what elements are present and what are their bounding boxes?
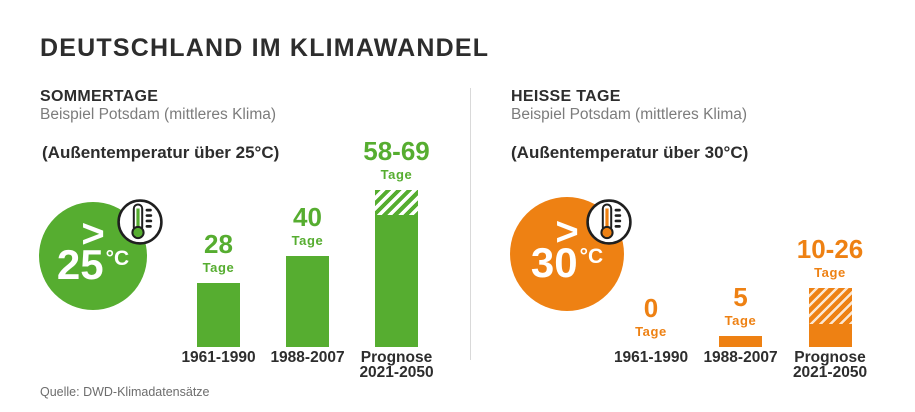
bar-value-label: 5 bbox=[733, 281, 748, 312]
bar-segment bbox=[375, 215, 418, 347]
threshold-temperature: 30°C bbox=[530, 239, 604, 286]
bar-value-label: 10-26 bbox=[796, 234, 864, 264]
thermometer-icon bbox=[117, 199, 163, 245]
bar-segment bbox=[808, 324, 852, 347]
bar-category-label: Prognose 2021-2050 bbox=[359, 349, 434, 381]
bar-unit-label: Tage bbox=[202, 260, 235, 276]
degree-unit: °C bbox=[105, 247, 130, 270]
panel-subheading: Beispiel Potsdam (mittleres Klima) bbox=[511, 106, 748, 123]
thermometer-icon bbox=[586, 199, 632, 245]
threshold-temperature: 25°C bbox=[56, 241, 130, 288]
bar-segment bbox=[197, 283, 240, 347]
source-note: Quelle: DWD-Klimadatensätze bbox=[40, 385, 210, 399]
bar-category-label: 1961-1990 bbox=[181, 349, 256, 366]
bar-value-label: 0 bbox=[643, 293, 659, 323]
bar-category-label: Prognose 2021-2050 bbox=[792, 349, 868, 381]
panel-condition: (Außentemperatur über 30°C) bbox=[511, 143, 749, 162]
bar-group-prognose: 10-26 Tage Prognose 2021-2050 bbox=[780, 234, 880, 380]
bar-group-1961-1990: 0 Tage 1961-1990 bbox=[601, 293, 701, 365]
bar-unit-label: Tage bbox=[380, 167, 413, 183]
bar-value-label: 58-69 bbox=[363, 136, 430, 167]
bar-segment-projection-range bbox=[375, 190, 418, 216]
panel-divider bbox=[470, 88, 471, 360]
greater-than-symbol: > bbox=[555, 210, 579, 254]
bar-value-label: 40 bbox=[293, 202, 322, 233]
bar-segment bbox=[286, 256, 329, 347]
bar-unit-label: Tage bbox=[291, 233, 324, 249]
bar-segment bbox=[719, 335, 762, 347]
panel-heading-sommertage: SOMMERTAGE bbox=[40, 88, 159, 105]
bar-segment-projection-range bbox=[808, 288, 852, 325]
panel-heading-heisse-tage: HEISSE TAGE bbox=[511, 88, 621, 105]
bar-unit-label: Tage bbox=[635, 324, 667, 339]
greater-than-symbol: > bbox=[81, 212, 105, 256]
bar-category-label: 1988-2007 bbox=[270, 349, 345, 366]
bar-group-1988-2007: 5 Tage 1988-2007 bbox=[691, 281, 791, 365]
bar-group-prognose: 58-69 Tage Prognose 2021-2050 bbox=[347, 136, 447, 379]
bar-group-1961-1990: 28 Tage 1961-1990 bbox=[169, 229, 269, 365]
bar-group-1988-2007: 40 Tage 1988-2007 bbox=[258, 202, 358, 365]
bar-unit-label: Tage bbox=[814, 265, 846, 280]
bar-value-label: 28 bbox=[204, 229, 233, 260]
bar-unit-label: Tage bbox=[724, 312, 757, 328]
panel-subheading: Beispiel Potsdam (mittleres Klima) bbox=[40, 106, 277, 123]
bar-category-label: 1961-1990 bbox=[613, 349, 689, 366]
degree-unit: °C bbox=[579, 245, 604, 268]
page-title: DEUTSCHLAND IM KLIMAWANDEL bbox=[40, 34, 490, 62]
panel-condition: (Außentemperatur über 25°C) bbox=[42, 143, 280, 162]
bar-category-label: 1988-2007 bbox=[703, 349, 778, 366]
